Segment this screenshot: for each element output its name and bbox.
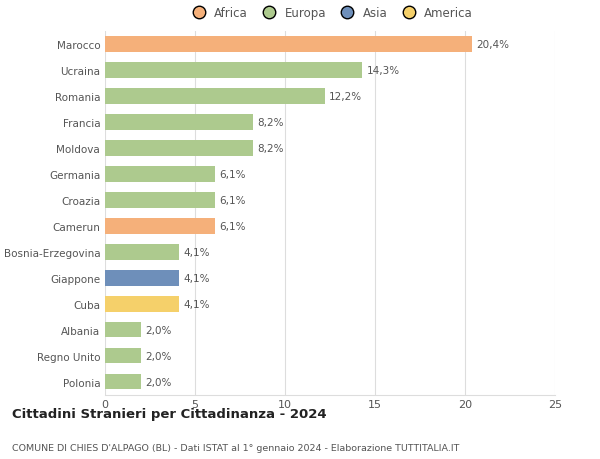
Text: 6,1%: 6,1%: [220, 221, 246, 231]
Text: COMUNE DI CHIES D'ALPAGO (BL) - Dati ISTAT al 1° gennaio 2024 - Elaborazione TUT: COMUNE DI CHIES D'ALPAGO (BL) - Dati IST…: [12, 443, 460, 452]
Text: 6,1%: 6,1%: [220, 169, 246, 179]
Bar: [105, 245, 179, 260]
Bar: [105, 141, 253, 157]
Bar: [105, 322, 141, 338]
Text: 4,1%: 4,1%: [184, 299, 210, 309]
Text: 14,3%: 14,3%: [367, 66, 400, 76]
Bar: [105, 348, 141, 364]
Text: 2,0%: 2,0%: [146, 351, 172, 361]
Bar: [105, 37, 472, 53]
Text: 8,2%: 8,2%: [257, 118, 284, 128]
Text: 4,1%: 4,1%: [184, 247, 210, 257]
Bar: [105, 193, 215, 208]
Bar: [105, 63, 362, 79]
Text: 8,2%: 8,2%: [257, 144, 284, 154]
Bar: [105, 297, 179, 312]
Text: 2,0%: 2,0%: [146, 325, 172, 335]
Text: 20,4%: 20,4%: [476, 40, 510, 50]
Text: 4,1%: 4,1%: [184, 273, 210, 283]
Bar: [105, 167, 215, 182]
Text: 12,2%: 12,2%: [329, 92, 362, 102]
Bar: [105, 89, 325, 105]
Text: Cittadini Stranieri per Cittadinanza - 2024: Cittadini Stranieri per Cittadinanza - 2…: [12, 407, 326, 420]
Bar: [105, 218, 215, 234]
Bar: [105, 115, 253, 130]
Text: 2,0%: 2,0%: [146, 377, 172, 387]
Bar: [105, 374, 141, 390]
Legend: Africa, Europa, Asia, America: Africa, Europa, Asia, America: [185, 5, 475, 22]
Bar: [105, 270, 179, 286]
Text: 6,1%: 6,1%: [220, 196, 246, 206]
